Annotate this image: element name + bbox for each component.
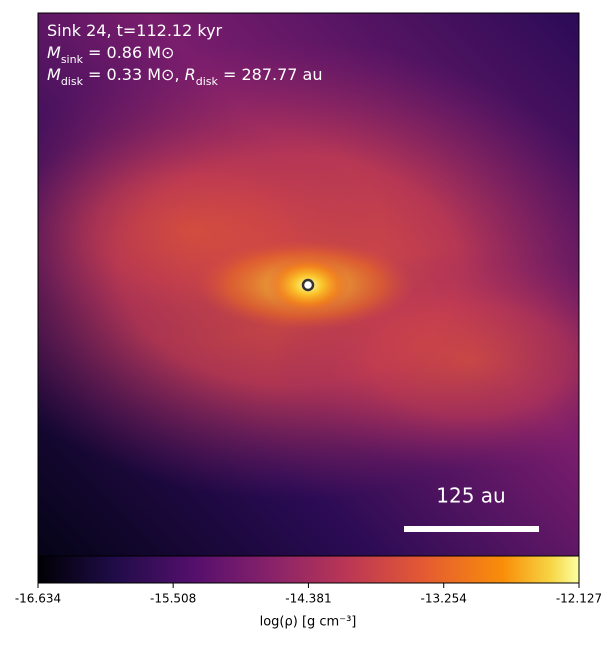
colorbar-tick-label: -15.508	[150, 592, 196, 606]
colorbar-label: log(ρ) [g cm⁻³]	[260, 615, 357, 630]
colorbar	[37, 555, 580, 584]
annotation-line: Mdisk = 0.33 M⊙, Rdisk = 287.77 au	[47, 65, 322, 88]
annotation-text: = 0.86 M⊙	[83, 43, 175, 62]
colorbar-tick-label: -13.254	[421, 592, 467, 606]
annotation-symbol: M	[47, 43, 61, 62]
colorbar-axis: -16.634 -15.508 -14.381 -13.254 -12.127	[15, 583, 602, 606]
annotation-symbol2: R	[185, 65, 196, 84]
annotation-text: = 0.33 M⊙,	[83, 65, 185, 84]
annotation-subscript: disk	[61, 75, 84, 88]
colorbar-tick-label: -16.634	[15, 592, 61, 606]
annotation-line: Sink 24, t=112.12 kyr	[47, 21, 223, 40]
scale-bar-label: 125 au	[436, 484, 505, 508]
density-image	[38, 13, 579, 556]
annotation-subscript: sink	[61, 53, 84, 66]
sink-marker	[301, 278, 315, 292]
annotation-text: Sink 24, t=112.12 kyr	[47, 21, 223, 40]
colorbar-tick-label: -14.381	[285, 592, 331, 606]
colorbar-tick-label: -12.127	[556, 592, 602, 606]
annotation-text2: = 287.77 au	[218, 65, 323, 84]
annotation-symbol: M	[47, 65, 61, 84]
annotation-line: Msink = 0.86 M⊙	[47, 43, 174, 66]
annotation-subscript2: disk	[196, 75, 219, 88]
